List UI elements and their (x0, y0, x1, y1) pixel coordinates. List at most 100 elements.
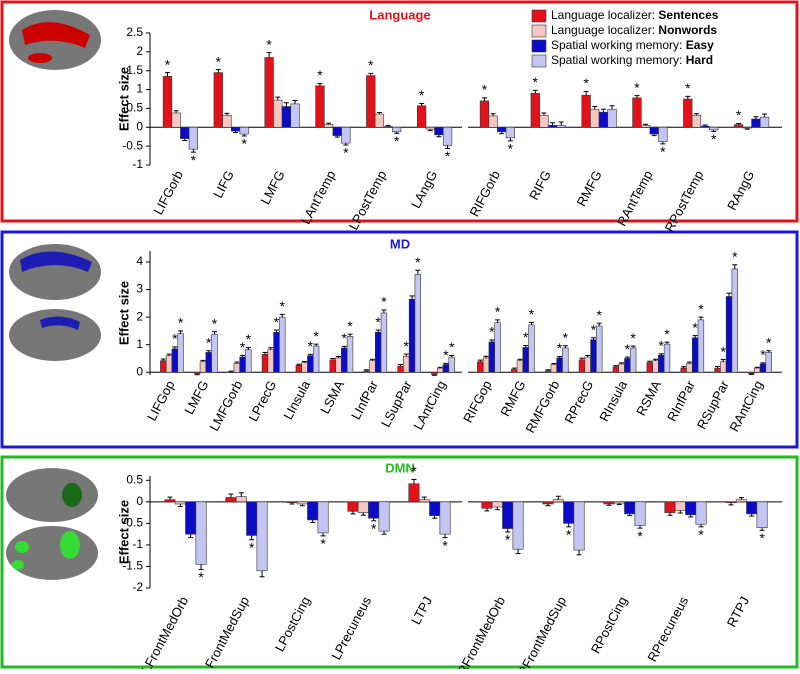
significance-marker: * (597, 307, 603, 323)
y-tick-label: -1 (132, 537, 143, 551)
bar (516, 360, 524, 373)
x-tick-label: RMFG (497, 378, 528, 419)
x-tick-label: LAntCing (410, 378, 448, 432)
legend-group: Language localizer: (551, 8, 655, 22)
significance-marker: * (732, 248, 738, 264)
significance-marker: * (419, 87, 425, 103)
bar (195, 501, 207, 565)
x-tick-label: LTPJ (408, 594, 435, 627)
bar (632, 97, 642, 128)
significance-marker: * (280, 298, 286, 314)
bar (522, 347, 529, 373)
bar (720, 361, 727, 373)
bar (235, 496, 247, 503)
significance-marker: * (347, 318, 353, 334)
y-tick-label: 3 (136, 282, 143, 296)
bar (596, 325, 603, 373)
legend-name: Nonwords (658, 23, 717, 37)
x-tick-label: LMFG (181, 378, 211, 417)
y-tick-label: 1 (136, 82, 143, 96)
bar (403, 355, 410, 373)
bar (759, 363, 767, 373)
bar (733, 124, 744, 128)
bar (691, 337, 699, 373)
significance-marker: * (240, 339, 246, 355)
bar (502, 501, 514, 529)
bar (363, 370, 370, 373)
x-tick-label: RAngG (724, 168, 757, 213)
bar (230, 126, 241, 132)
bar (751, 118, 761, 128)
x-tick-label: RFrontMedSup (515, 594, 570, 669)
significance-marker: * (523, 329, 529, 345)
chart-title: DMN (385, 460, 415, 475)
brain-icon (9, 244, 101, 361)
significance-marker: * (760, 347, 766, 363)
significance-marker: * (557, 340, 563, 356)
bar (177, 333, 184, 373)
legend-group: Spatial working memory: (551, 38, 682, 52)
bar (374, 331, 382, 373)
bar (477, 361, 484, 373)
bar (222, 114, 232, 128)
significance-marker: * (505, 532, 511, 548)
bar (488, 115, 498, 128)
x-tick-label: RMFGorb (522, 378, 562, 435)
bar (425, 126, 435, 130)
bar (307, 355, 314, 373)
bar (590, 339, 597, 373)
x-tick-label: RIFGop (460, 378, 495, 425)
significance-marker: * (375, 314, 381, 330)
bar (290, 103, 300, 128)
bar (273, 99, 283, 128)
x-tick-label: LIFGop (144, 378, 178, 423)
significance-marker: * (591, 322, 597, 338)
bar (663, 343, 671, 373)
significance-marker: * (625, 341, 631, 357)
x-tick-label: RInsula (596, 377, 630, 424)
x-tick-label: RSMA (633, 378, 664, 418)
bar (239, 126, 249, 135)
y-axis-label: Effect size (116, 500, 131, 564)
bar (759, 116, 770, 128)
bar (416, 105, 427, 128)
bar (685, 501, 697, 516)
bar (174, 501, 186, 505)
y-tick-label: -2 (132, 580, 143, 594)
bar (753, 367, 761, 373)
x-tick-label: RSupPar (694, 377, 732, 431)
x-tick-label: RAntCing (726, 378, 765, 434)
bar (552, 499, 564, 503)
y-tick-label: 0 (136, 494, 143, 508)
bar (335, 357, 342, 373)
x-tick-label: LInsula (280, 377, 313, 422)
significance-marker: * (508, 141, 514, 157)
bar (512, 501, 524, 550)
bar (188, 126, 199, 150)
bar (528, 324, 535, 373)
legend-label: Language localizer: Sentences (551, 8, 719, 22)
bar (256, 501, 268, 572)
bar (267, 349, 274, 373)
bar (429, 501, 441, 516)
significance-marker: * (698, 527, 704, 543)
significance-marker: * (241, 136, 247, 152)
bar (612, 366, 620, 373)
bar (442, 364, 450, 373)
x-tick-label: RInfPar (664, 377, 698, 424)
bar (742, 126, 752, 129)
y-tick-label: 1 (136, 337, 143, 351)
bar (162, 76, 173, 128)
x-tick-label: LAntTemp (298, 168, 339, 227)
y-tick-label: 0 (136, 364, 143, 378)
significance-marker: * (249, 539, 255, 555)
bar (530, 93, 540, 128)
bar (261, 354, 269, 373)
significance-marker: * (368, 57, 374, 73)
bar (246, 501, 258, 536)
significance-marker: * (442, 537, 448, 553)
x-tick-label: RFrontMedOrb (454, 594, 508, 669)
bar (431, 371, 438, 375)
bar (581, 94, 591, 128)
y-tick-label: 2 (136, 44, 143, 58)
